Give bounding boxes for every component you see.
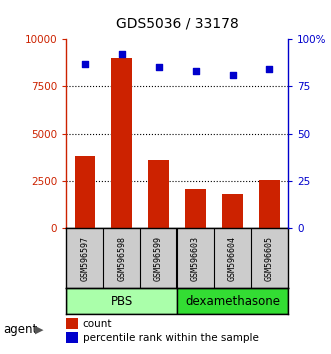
Text: GSM596604: GSM596604 [228,235,237,281]
Bar [112,58,132,228]
Text: GSM596605: GSM596605 [265,235,274,281]
Text: ▶: ▶ [35,325,43,335]
Point [193,68,198,74]
Text: dexamethasone: dexamethasone [185,295,280,308]
Text: agent: agent [3,324,37,336]
Bar [185,189,206,228]
Bar [222,194,243,228]
Text: GSM596603: GSM596603 [191,235,200,281]
Text: count: count [83,319,112,329]
Bar [66,332,78,343]
Text: percentile rank within the sample: percentile rank within the sample [83,333,259,343]
Text: PBS: PBS [111,295,133,308]
Point [230,72,235,78]
Bar [259,180,280,228]
Bar [74,156,95,228]
Bar [177,288,288,314]
Text: GSM596599: GSM596599 [154,235,163,281]
Text: GSM596597: GSM596597 [80,235,89,281]
Text: GDS5036 / 33178: GDS5036 / 33178 [116,16,238,30]
Bar [66,288,177,314]
Point [156,64,161,70]
Point [82,61,87,67]
Bar [148,160,169,228]
Bar [66,318,78,329]
Text: GSM596598: GSM596598 [117,235,126,281]
Point [119,51,124,57]
Point [267,67,272,72]
